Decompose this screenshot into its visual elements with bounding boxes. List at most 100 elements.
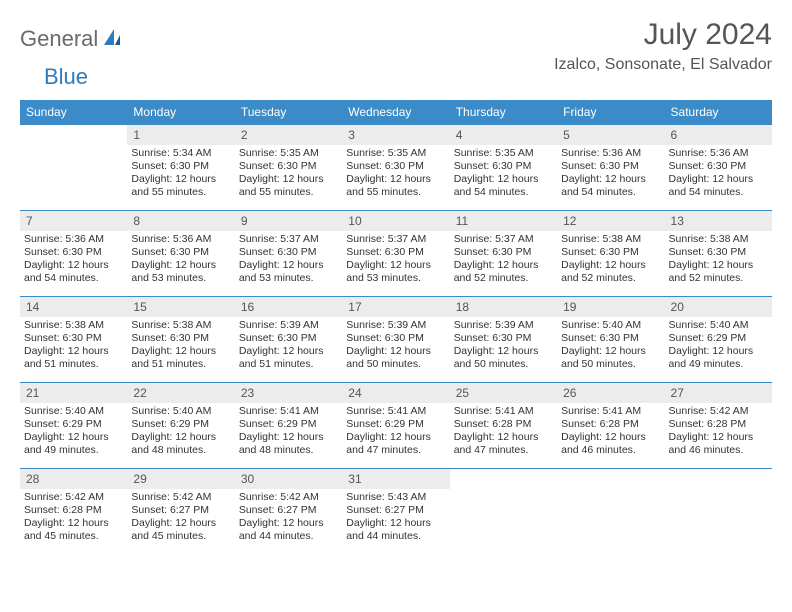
day-number: 20 [665,297,772,317]
sunrise-text: Sunrise: 5:40 AM [561,319,660,332]
daylight-text: Daylight: 12 hours and 47 minutes. [454,431,553,457]
calendar-cell: 7Sunrise: 5:36 AMSunset: 6:30 PMDaylight… [20,211,127,297]
daylight-text: Daylight: 12 hours and 45 minutes. [24,517,123,543]
day-number: 1 [127,125,234,145]
sunset-text: Sunset: 6:30 PM [561,246,660,259]
day-body: Sunrise: 5:41 AMSunset: 6:28 PMDaylight:… [450,403,557,462]
calendar-cell: 8Sunrise: 5:36 AMSunset: 6:30 PMDaylight… [127,211,234,297]
day-number: 6 [665,125,772,145]
sunset-text: Sunset: 6:30 PM [454,160,553,173]
daylight-text: Daylight: 12 hours and 50 minutes. [346,345,445,371]
day-body: Sunrise: 5:38 AMSunset: 6:30 PMDaylight:… [557,231,664,290]
sunset-text: Sunset: 6:27 PM [239,504,338,517]
daylight-text: Daylight: 12 hours and 52 minutes. [454,259,553,285]
calendar-cell: 28Sunrise: 5:42 AMSunset: 6:28 PMDayligh… [20,469,127,555]
logo: General [20,18,124,52]
daylight-text: Daylight: 12 hours and 46 minutes. [561,431,660,457]
day-body: Sunrise: 5:36 AMSunset: 6:30 PMDaylight:… [665,145,772,204]
day-body: Sunrise: 5:39 AMSunset: 6:30 PMDaylight:… [342,317,449,376]
day-number: 21 [20,383,127,403]
day-body: Sunrise: 5:37 AMSunset: 6:30 PMDaylight:… [450,231,557,290]
daylight-text: Daylight: 12 hours and 49 minutes. [669,345,768,371]
sunset-text: Sunset: 6:30 PM [561,332,660,345]
sunrise-text: Sunrise: 5:41 AM [454,405,553,418]
calendar-cell: 1Sunrise: 5:34 AMSunset: 6:30 PMDaylight… [127,125,234,211]
calendar-cell: 12Sunrise: 5:38 AMSunset: 6:30 PMDayligh… [557,211,664,297]
day-body: Sunrise: 5:40 AMSunset: 6:29 PMDaylight:… [665,317,772,376]
sunset-text: Sunset: 6:27 PM [131,504,230,517]
day-body: Sunrise: 5:42 AMSunset: 6:28 PMDaylight:… [20,489,127,548]
calendar-cell: 16Sunrise: 5:39 AMSunset: 6:30 PMDayligh… [235,297,342,383]
day-body: Sunrise: 5:42 AMSunset: 6:27 PMDaylight:… [235,489,342,548]
day-body: Sunrise: 5:36 AMSunset: 6:30 PMDaylight:… [20,231,127,290]
day-number: 24 [342,383,449,403]
sunset-text: Sunset: 6:30 PM [24,246,123,259]
day-number: 4 [450,125,557,145]
day-number [450,469,557,489]
calendar-cell: 29Sunrise: 5:42 AMSunset: 6:27 PMDayligh… [127,469,234,555]
sunrise-text: Sunrise: 5:35 AM [239,147,338,160]
daylight-text: Daylight: 12 hours and 52 minutes. [669,259,768,285]
day-body: Sunrise: 5:38 AMSunset: 6:30 PMDaylight:… [665,231,772,290]
daylight-text: Daylight: 12 hours and 53 minutes. [131,259,230,285]
sunrise-text: Sunrise: 5:39 AM [239,319,338,332]
day-body: Sunrise: 5:41 AMSunset: 6:28 PMDaylight:… [557,403,664,462]
daylight-text: Daylight: 12 hours and 50 minutes. [561,345,660,371]
sunset-text: Sunset: 6:30 PM [24,332,123,345]
sunrise-text: Sunrise: 5:36 AM [131,233,230,246]
calendar-cell: 9Sunrise: 5:37 AMSunset: 6:30 PMDaylight… [235,211,342,297]
day-number: 23 [235,383,342,403]
day-body: Sunrise: 5:42 AMSunset: 6:28 PMDaylight:… [665,403,772,462]
logo-sail-icon [102,27,122,52]
calendar-cell: 20Sunrise: 5:40 AMSunset: 6:29 PMDayligh… [665,297,772,383]
day-body: Sunrise: 5:42 AMSunset: 6:27 PMDaylight:… [127,489,234,548]
day-body: Sunrise: 5:40 AMSunset: 6:29 PMDaylight:… [127,403,234,462]
sunset-text: Sunset: 6:30 PM [669,246,768,259]
day-number: 16 [235,297,342,317]
sunset-text: Sunset: 6:28 PM [24,504,123,517]
day-body: Sunrise: 5:40 AMSunset: 6:29 PMDaylight:… [20,403,127,462]
day-body: Sunrise: 5:41 AMSunset: 6:29 PMDaylight:… [342,403,449,462]
daylight-text: Daylight: 12 hours and 45 minutes. [131,517,230,543]
day-body: Sunrise: 5:43 AMSunset: 6:27 PMDaylight:… [342,489,449,548]
day-number: 11 [450,211,557,231]
weekday-header: Wednesday [342,100,449,125]
day-number: 30 [235,469,342,489]
sunset-text: Sunset: 6:30 PM [454,246,553,259]
daylight-text: Daylight: 12 hours and 49 minutes. [24,431,123,457]
day-body: Sunrise: 5:35 AMSunset: 6:30 PMDaylight:… [235,145,342,204]
day-number: 7 [20,211,127,231]
daylight-text: Daylight: 12 hours and 55 minutes. [131,173,230,199]
day-number: 25 [450,383,557,403]
calendar-cell: 13Sunrise: 5:38 AMSunset: 6:30 PMDayligh… [665,211,772,297]
calendar-cell: 30Sunrise: 5:42 AMSunset: 6:27 PMDayligh… [235,469,342,555]
day-body: Sunrise: 5:40 AMSunset: 6:30 PMDaylight:… [557,317,664,376]
sunrise-text: Sunrise: 5:35 AM [454,147,553,160]
sunset-text: Sunset: 6:30 PM [131,246,230,259]
calendar-cell: 27Sunrise: 5:42 AMSunset: 6:28 PMDayligh… [665,383,772,469]
sunset-text: Sunset: 6:30 PM [131,160,230,173]
sunset-text: Sunset: 6:29 PM [131,418,230,431]
weekday-header: Sunday [20,100,127,125]
calendar-cell [557,469,664,555]
day-number [20,125,127,145]
calendar-cell: 5Sunrise: 5:36 AMSunset: 6:30 PMDaylight… [557,125,664,211]
calendar-cell: 18Sunrise: 5:39 AMSunset: 6:30 PMDayligh… [450,297,557,383]
daylight-text: Daylight: 12 hours and 51 minutes. [131,345,230,371]
sunrise-text: Sunrise: 5:35 AM [346,147,445,160]
calendar-cell: 21Sunrise: 5:40 AMSunset: 6:29 PMDayligh… [20,383,127,469]
logo-text-general: General [20,26,98,52]
daylight-text: Daylight: 12 hours and 54 minutes. [454,173,553,199]
calendar-cell [20,125,127,211]
sunrise-text: Sunrise: 5:42 AM [239,491,338,504]
day-number: 17 [342,297,449,317]
day-number: 14 [20,297,127,317]
sunrise-text: Sunrise: 5:41 AM [239,405,338,418]
day-number: 29 [127,469,234,489]
calendar-cell: 14Sunrise: 5:38 AMSunset: 6:30 PMDayligh… [20,297,127,383]
weekday-row: SundayMondayTuesdayWednesdayThursdayFrid… [20,100,772,125]
sunrise-text: Sunrise: 5:38 AM [669,233,768,246]
day-number: 22 [127,383,234,403]
calendar-cell: 2Sunrise: 5:35 AMSunset: 6:30 PMDaylight… [235,125,342,211]
daylight-text: Daylight: 12 hours and 51 minutes. [24,345,123,371]
